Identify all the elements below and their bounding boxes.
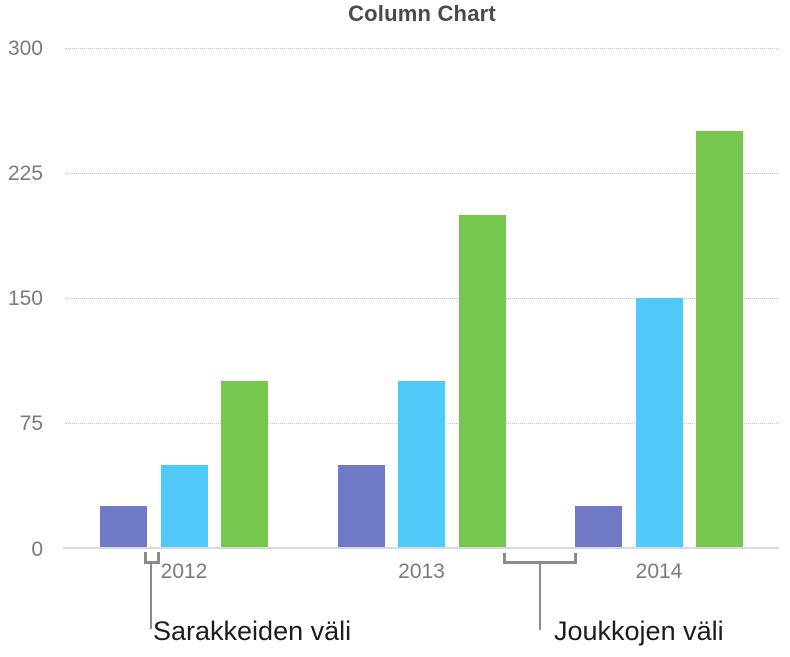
y-axis-tick-label: 225 xyxy=(7,161,43,185)
bar-blue-series-2014 xyxy=(635,298,683,548)
gridline xyxy=(65,298,779,299)
y-axis-tick-label: 300 xyxy=(7,36,43,60)
column-gap-annotation-label: Sarakkeiden väli xyxy=(153,616,352,646)
bar-green-series-2013 xyxy=(458,214,506,548)
y-axis-tick-label: 150 xyxy=(7,286,43,310)
x-axis-line xyxy=(63,547,779,549)
group-gap-callout-line xyxy=(539,563,541,630)
gridline xyxy=(65,173,779,174)
y-axis-tick-label: 0 xyxy=(31,538,43,561)
gridline xyxy=(65,48,779,49)
column-gap-bracket xyxy=(144,552,160,564)
group-gap-annotation-label: Joukkojen väli xyxy=(554,616,724,646)
bar-blue-series-2013 xyxy=(398,381,445,548)
bar-blue-series-2012 xyxy=(160,464,208,548)
y-axis-tick-label: 75 xyxy=(19,411,43,435)
x-axis-label: 2014 xyxy=(635,560,683,583)
x-axis-label: 2013 xyxy=(398,560,445,583)
bar-purple-series-2012 xyxy=(100,506,147,548)
x-axis-label: 2012 xyxy=(160,560,208,583)
bar-purple-series-2014 xyxy=(575,506,622,548)
column-gap-callout-line xyxy=(150,563,152,629)
chart-title: Column Chart xyxy=(348,1,496,26)
bar-purple-series-2013 xyxy=(337,464,385,548)
group-gap-bracket xyxy=(503,553,577,564)
bar-green-series-2012 xyxy=(221,381,268,548)
bar-green-series-2014 xyxy=(696,131,743,548)
